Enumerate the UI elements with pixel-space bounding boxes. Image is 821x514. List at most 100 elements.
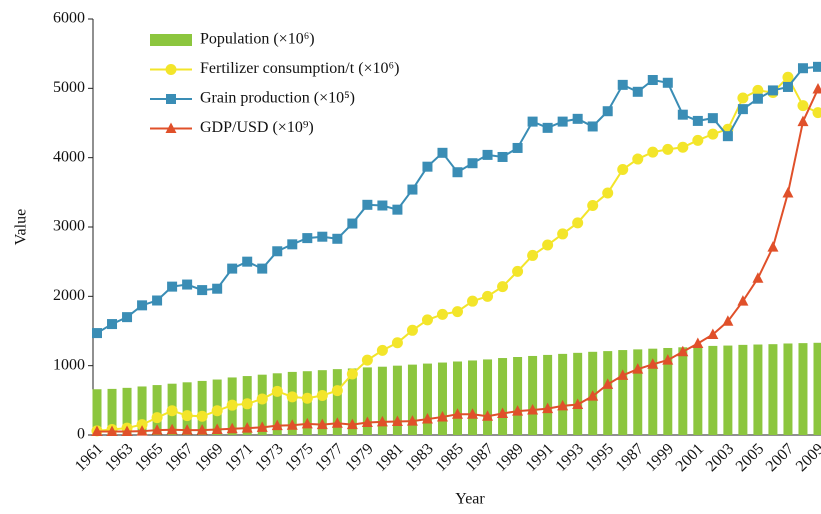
bar [377, 366, 387, 435]
bar [122, 387, 132, 435]
marker [812, 107, 821, 119]
bar [107, 388, 117, 435]
marker [407, 184, 418, 195]
marker [106, 425, 118, 437]
marker [196, 410, 208, 422]
marker [557, 399, 569, 411]
marker [707, 328, 719, 339]
marker [286, 419, 298, 430]
marker [602, 106, 613, 117]
marker [272, 246, 283, 257]
marker [737, 92, 749, 104]
marker [662, 143, 674, 155]
marker [587, 121, 598, 132]
x-tick-label: 1975 [282, 440, 317, 475]
marker [797, 100, 809, 112]
x-tick-label: 1987 [462, 440, 497, 475]
marker [241, 422, 253, 433]
marker [752, 272, 764, 283]
marker [361, 354, 373, 366]
marker [452, 408, 463, 419]
bar [633, 349, 643, 435]
bar [678, 347, 688, 435]
marker [302, 233, 313, 244]
marker [587, 200, 599, 212]
y-axis-label: Value [13, 209, 30, 245]
marker [722, 315, 734, 326]
bar [437, 362, 447, 435]
bar [753, 344, 763, 435]
marker [437, 147, 448, 158]
marker [452, 306, 463, 318]
legend-label: Population (×10⁶) [200, 31, 315, 48]
marker [331, 417, 343, 428]
marker [242, 256, 253, 267]
marker [482, 149, 493, 160]
marker [542, 122, 553, 133]
marker [602, 378, 614, 389]
marker [497, 281, 509, 293]
bar [558, 353, 568, 435]
marker [482, 410, 494, 421]
marker [767, 85, 778, 96]
bar [798, 343, 808, 435]
marker [316, 418, 328, 430]
marker [572, 398, 584, 409]
marker [181, 410, 193, 422]
marker [587, 390, 599, 401]
marker [137, 300, 148, 311]
x-tick-label: 1967 [162, 440, 197, 475]
marker [782, 187, 794, 198]
marker [782, 71, 794, 83]
marker [512, 142, 523, 153]
marker [436, 410, 448, 422]
marker [197, 285, 208, 296]
marker [752, 84, 764, 96]
bar [422, 363, 432, 435]
x-tick-label: 2007 [763, 440, 798, 475]
bar [543, 354, 553, 435]
marker [391, 337, 403, 349]
marker [92, 328, 102, 339]
marker [737, 104, 748, 115]
marker [316, 389, 328, 401]
marker [422, 161, 433, 172]
marker [632, 363, 644, 374]
marker [572, 217, 584, 229]
bar [182, 382, 192, 435]
marker [376, 344, 388, 356]
bar [287, 371, 297, 435]
marker [617, 79, 628, 90]
marker [527, 249, 539, 261]
y-tick-label: 3000 [53, 218, 85, 235]
marker [647, 75, 658, 86]
marker [527, 116, 538, 127]
marker [527, 404, 539, 415]
marker [497, 151, 508, 162]
marker [632, 153, 644, 165]
legend-label: Grain production (×10⁵) [200, 90, 355, 107]
marker [602, 187, 614, 199]
x-tick-label: 2009 [793, 440, 821, 475]
marker [391, 415, 403, 426]
marker [181, 424, 193, 435]
marker [497, 407, 509, 419]
marker [406, 415, 418, 426]
x-tick-label: 1965 [132, 440, 167, 475]
marker [287, 239, 298, 250]
marker [166, 94, 176, 104]
bar [137, 386, 147, 435]
bar [197, 380, 207, 435]
y-tick-label: 4000 [53, 148, 85, 165]
x-tick-label: 1963 [102, 440, 137, 475]
marker [107, 319, 118, 330]
x-tick-label: 1961 [72, 440, 107, 475]
bar [257, 374, 267, 435]
marker [271, 419, 283, 431]
marker [617, 369, 629, 380]
series-line [91, 83, 821, 437]
marker [196, 424, 208, 435]
marker [211, 405, 223, 417]
y-tick-label: 0 [77, 426, 85, 443]
